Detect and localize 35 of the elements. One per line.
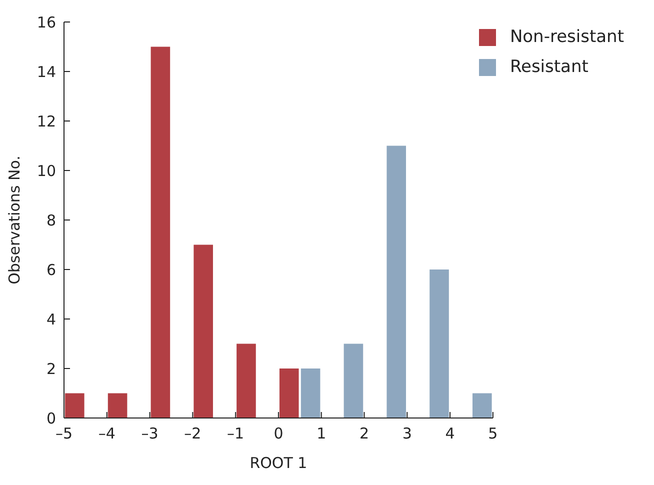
x-tick-label: 0 — [274, 424, 284, 443]
x-axis-title: ROOT 1 — [250, 454, 308, 472]
legend-label: Non-resistant — [510, 27, 624, 47]
bar — [300, 368, 320, 418]
bar — [279, 368, 299, 418]
bar — [65, 393, 84, 418]
x-tick-label: 3 — [402, 424, 412, 443]
legend-label: Resistant — [510, 57, 588, 77]
y-tick-label: 8 — [46, 211, 56, 230]
y-tick-label: 12 — [36, 112, 56, 130]
x-tick-label: –2 — [184, 424, 202, 443]
y-tick-label: 6 — [46, 260, 56, 279]
bar — [194, 244, 213, 418]
x-tick-label: 5 — [488, 424, 498, 443]
bar — [108, 393, 128, 418]
y-tick-label: 4 — [46, 310, 56, 328]
y-tick-label: 0 — [46, 409, 56, 428]
x-tick-label: –5 — [55, 424, 73, 443]
bar — [386, 146, 406, 418]
x-tick-label: –4 — [98, 424, 116, 443]
bar — [472, 393, 492, 418]
x-tick-label: 4 — [445, 424, 455, 443]
bar — [430, 270, 449, 418]
y-tick-label: 14 — [36, 62, 56, 81]
x-tick-label: 1 — [316, 424, 326, 443]
x-tick-label: 2 — [359, 424, 370, 443]
y-tick-label: 10 — [36, 162, 56, 180]
y-tick-label: 2 — [46, 360, 56, 378]
bar — [150, 46, 170, 418]
bar — [344, 344, 364, 418]
x-tick-label: –1 — [227, 424, 244, 443]
x-tick-label: –3 — [141, 424, 158, 443]
y-tick-label: 16 — [36, 13, 56, 32]
bar — [236, 344, 256, 418]
y-axis-title: Observations No. — [5, 156, 24, 284]
